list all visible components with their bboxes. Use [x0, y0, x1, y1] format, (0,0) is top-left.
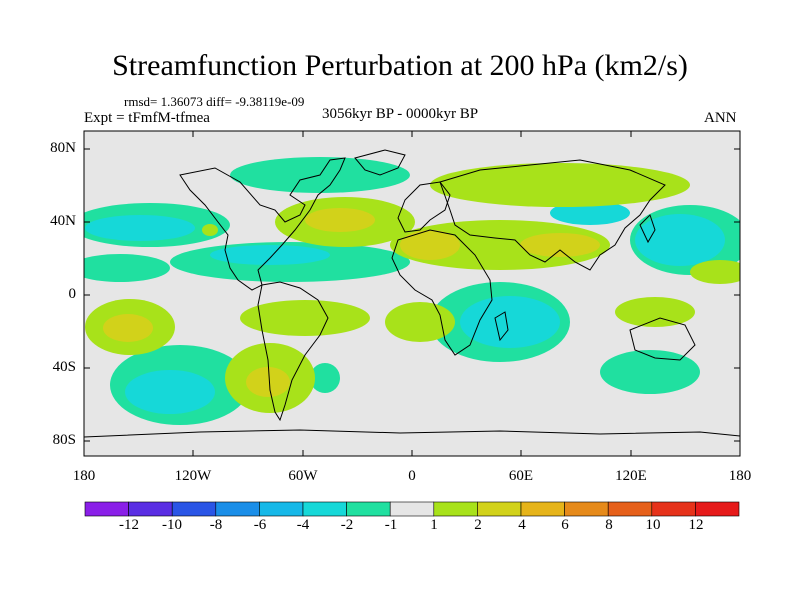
lat-label-80n: 80N [50, 140, 76, 156]
lon-label-180e: 180 [728, 468, 752, 484]
coastlines [84, 149, 740, 438]
colorbar-label: 1 [430, 517, 438, 533]
colorbar-label: -6 [253, 517, 267, 533]
colorbar-swatch [389, 501, 435, 517]
period-label: 3056kyr BP - 0000kyr BP [322, 106, 479, 122]
colorbar-swatch [433, 501, 478, 517]
lat-label-0: 0 [68, 286, 77, 302]
colorbar-label: -1 [384, 517, 398, 533]
lon-label-0: 0 [408, 468, 416, 484]
lon-label-120e: 120E [615, 468, 647, 484]
colorbar-label: 2 [474, 517, 482, 533]
colorbar-swatch [564, 501, 609, 517]
colorbar-swatch [346, 501, 391, 517]
colorbar-swatch [215, 501, 260, 517]
colorbar-label: 6 [561, 517, 569, 533]
season-label: ANN [704, 110, 737, 126]
colorbar-label: 12 [688, 517, 704, 533]
colorbar-swatch [259, 501, 304, 517]
colorbar [84, 501, 740, 517]
colorbar-label: 4 [518, 517, 526, 533]
map-title: Streamfunction Perturbation at 200 hPa (… [112, 49, 688, 82]
colorbar-swatch [520, 501, 565, 517]
colorbar-label: -2 [340, 517, 354, 533]
positive-anomaly-fields [85, 163, 740, 413]
stats-text: rmsd= 1.36073 diff= -9.38119e-09 [124, 94, 305, 109]
colorbar-swatch [695, 501, 740, 517]
lon-label-120w: 120W [174, 468, 212, 484]
colorbar-swatch [84, 501, 129, 517]
negative-anomaly-fields [84, 157, 740, 425]
lon-label-180w: 180 [72, 468, 96, 484]
colorbar-swatch [302, 501, 347, 517]
colorbar-label: -10 [162, 517, 182, 533]
colorbar-swatch [651, 501, 696, 517]
lon-label-60e: 60E [508, 468, 534, 484]
colorbar-swatch [607, 501, 653, 517]
colorbar-label: -8 [209, 517, 223, 533]
lat-label-40n: 40N [50, 213, 76, 229]
colorbar-label: 8 [605, 517, 613, 533]
experiment-label: Expt = tFmfM-tfmea [84, 110, 210, 126]
colorbar-swatch [477, 501, 522, 517]
lon-label-60w: 60W [288, 468, 318, 484]
colorbar-swatch [171, 501, 217, 517]
colorbar-label: -12 [119, 517, 139, 533]
axis-ticks [83, 131, 741, 456]
lat-label-80s: 80S [52, 432, 76, 448]
colorbar-label: 10 [645, 517, 661, 533]
colorbar-swatch [128, 501, 173, 517]
lat-label-40s: 40S [52, 359, 76, 375]
colorbar-label: -4 [296, 517, 310, 533]
